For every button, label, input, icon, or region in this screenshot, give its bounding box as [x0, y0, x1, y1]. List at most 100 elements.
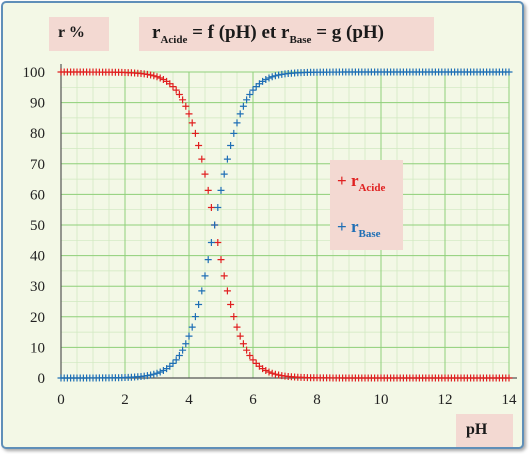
- data-point-base: [182, 340, 190, 348]
- data-point-acide: [217, 256, 225, 264]
- data-point-base: [143, 372, 151, 380]
- data-point-acide: [201, 170, 209, 178]
- data-point-base: [185, 332, 193, 340]
- data-point-acide: [182, 102, 190, 110]
- x-tick-label: 0: [57, 392, 65, 408]
- data-point-base: [268, 73, 276, 81]
- data-point-acide: [275, 371, 283, 379]
- y-tick-label: 80: [30, 126, 45, 142]
- data-point-acide: [179, 96, 187, 104]
- data-point-base: [227, 142, 235, 150]
- data-point-acide: [169, 83, 177, 91]
- data-point-acide: [147, 71, 155, 79]
- title-r2: r: [281, 22, 290, 43]
- data-point-base: [236, 110, 244, 118]
- data-point-acide: [262, 367, 270, 375]
- y-tick-label: 60: [30, 187, 45, 203]
- data-point-acide: [153, 73, 161, 81]
- data-point-acide: [236, 332, 244, 340]
- data-point-acide: [214, 239, 222, 247]
- data-point-base: [265, 74, 273, 82]
- data-point-base: [156, 368, 164, 376]
- title-end: = g (pH): [311, 22, 385, 43]
- y-tick-label: 70: [30, 157, 45, 173]
- data-point-acide: [223, 287, 231, 295]
- data-point-acide: [239, 340, 247, 348]
- grid-layer: [60, 71, 510, 379]
- data-point-base: [147, 371, 155, 379]
- x-tick-label: 6: [249, 392, 257, 408]
- axis-layer: [60, 64, 517, 379]
- data-point-base: [204, 256, 212, 264]
- data-point-acide: [191, 129, 199, 137]
- y-tick-label: 30: [30, 279, 45, 295]
- data-point-base: [172, 356, 180, 364]
- tick-label-layer: 0 2 4 6 8 10 12 14 0 10 20 30 40 50 60 70 80 90 100: [23, 65, 518, 408]
- data-point-base: [169, 359, 177, 367]
- legend-item-acide: + rAcide: [337, 171, 386, 194]
- legend-base-main: r: [350, 217, 359, 236]
- data-point-base: [220, 170, 228, 178]
- data-point-base: [188, 323, 196, 331]
- data-point-acide: [195, 142, 203, 150]
- y-axis-label: r %: [49, 17, 109, 51]
- x-tick-label: 12: [438, 392, 453, 408]
- x-axis-label: pH: [456, 414, 513, 447]
- legend-base-sub: Base: [358, 228, 381, 240]
- data-point-base: [505, 68, 513, 76]
- chart-title: rAcide = f (pH) et rBase = g (pH): [139, 17, 434, 51]
- series-base: [57, 68, 513, 382]
- data-point-base: [275, 71, 283, 79]
- legend-acide-main: r: [350, 171, 359, 190]
- data-point-base: [195, 300, 203, 308]
- data-point-base: [262, 75, 270, 83]
- title-middle: = f (pH) et: [187, 22, 281, 43]
- data-point-acide: [220, 272, 228, 280]
- data-point-acide: [249, 356, 257, 364]
- data-point-base: [175, 351, 183, 359]
- data-point-base: [201, 272, 209, 280]
- data-point-base: [207, 239, 215, 247]
- x-tick-label: 14: [502, 392, 518, 408]
- data-point-acide: [156, 74, 164, 82]
- data-point-acide: [505, 374, 513, 382]
- data-point-base: [217, 186, 225, 194]
- data-point-base: [243, 96, 251, 104]
- y-tick-label: 90: [30, 96, 45, 112]
- data-point-base: [153, 369, 161, 377]
- x-tick-label: 8: [313, 392, 321, 408]
- data-point-base: [191, 313, 199, 321]
- data-point-base: [198, 287, 206, 295]
- data-point-base: [223, 155, 231, 163]
- data-point-acide: [150, 72, 158, 80]
- y-tick-label: 40: [30, 249, 45, 265]
- data-point-base: [150, 370, 158, 378]
- data-point-acide: [204, 186, 212, 194]
- data-point-acide: [271, 370, 279, 378]
- title-sub-acide: Acide: [160, 34, 188, 46]
- data-point-acide: [198, 155, 206, 163]
- y-tick-label: 50: [30, 218, 45, 234]
- data-point-acide: [246, 351, 254, 359]
- y-tick-label: 10: [30, 340, 45, 356]
- data-point-acide: [188, 119, 196, 127]
- y-tick-label: 100: [23, 65, 46, 81]
- data-point-acide: [230, 313, 238, 321]
- data-point-acide: [207, 203, 215, 211]
- series-acide: [57, 68, 513, 382]
- title-r1: r: [152, 22, 161, 43]
- data-point-base: [230, 129, 238, 137]
- title-sub-base: Base: [289, 34, 312, 46]
- data-point-base: [239, 102, 247, 110]
- x-tick-label: 4: [185, 392, 193, 408]
- x-tick-label: 2: [121, 392, 129, 408]
- y-tick-label: 20: [30, 310, 45, 326]
- data-point-acide: [185, 110, 193, 118]
- data-point-acide: [143, 70, 151, 78]
- data-point-base: [179, 346, 187, 354]
- data-point-base: [249, 86, 257, 94]
- y-tick-label: 0: [38, 371, 46, 387]
- legend-item-base: + rBase: [337, 217, 381, 240]
- data-point-base: [214, 203, 222, 211]
